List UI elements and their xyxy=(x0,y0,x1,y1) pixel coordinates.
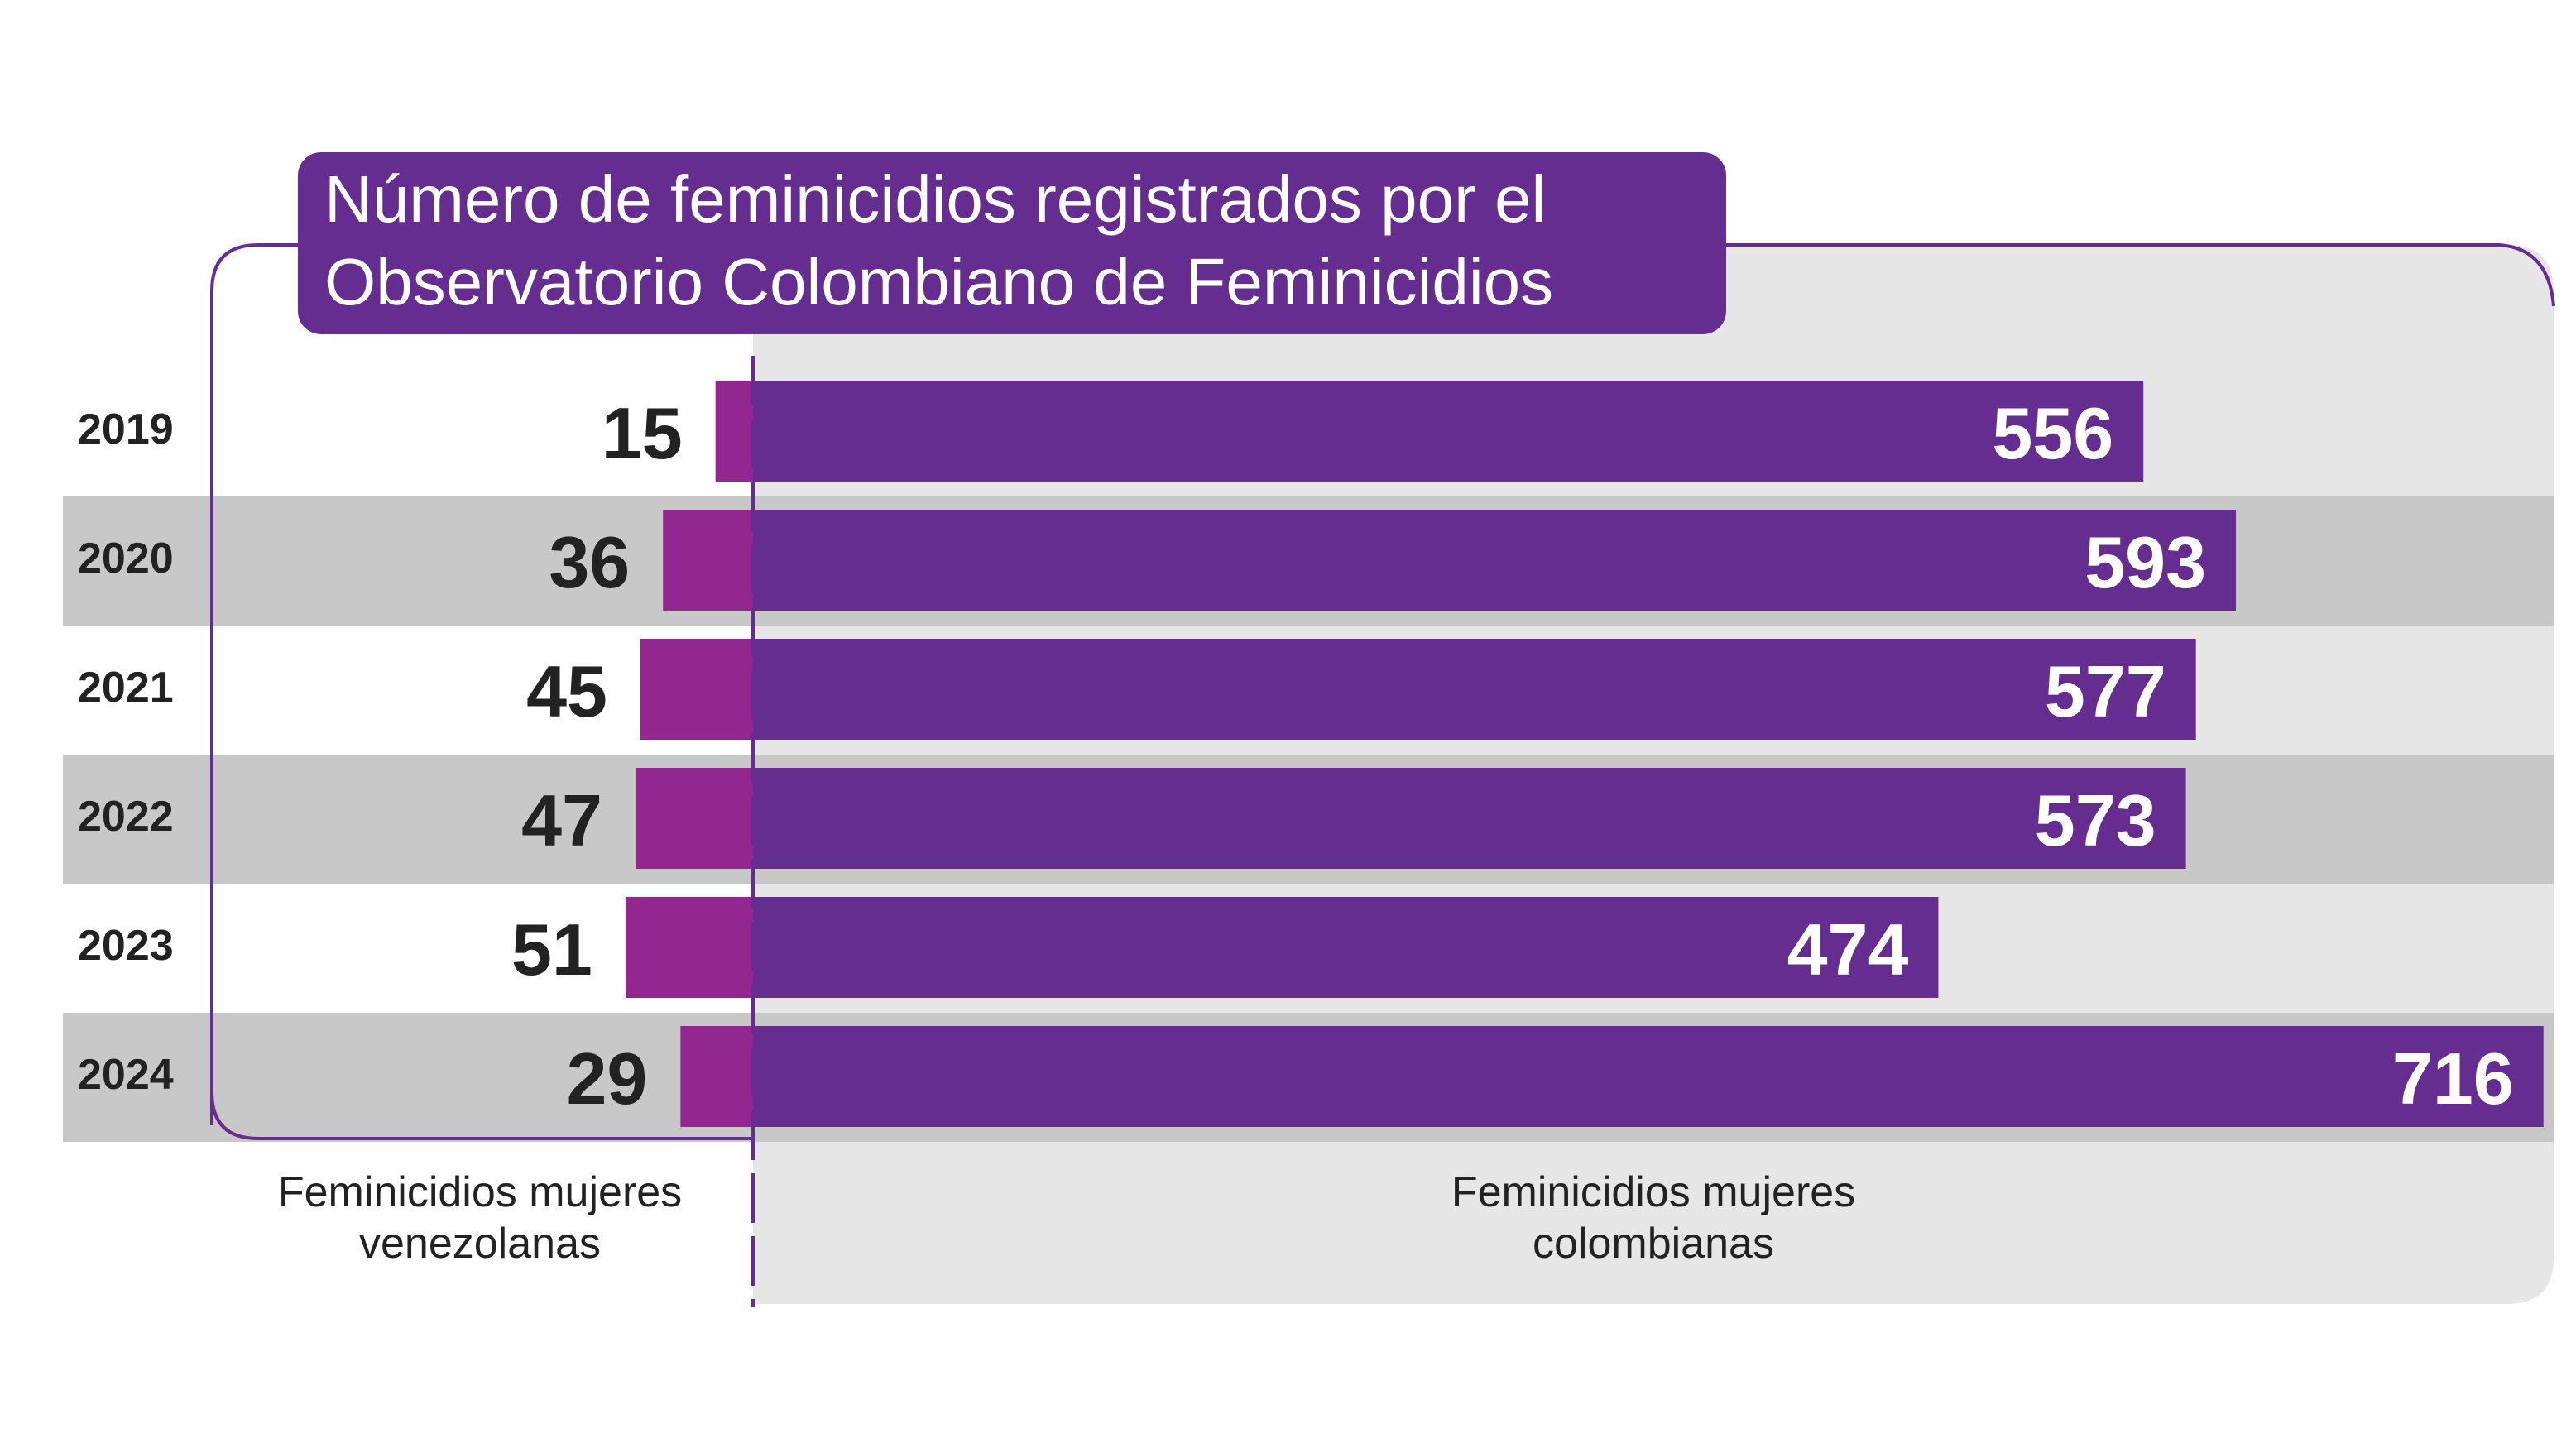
category-label: 2024 xyxy=(78,1051,174,1099)
value-label: 36 xyxy=(549,521,630,603)
bar xyxy=(753,768,2186,869)
bar xyxy=(635,768,753,869)
bar xyxy=(663,510,753,611)
legend-container: Feminicidios mujeres venezolanas xyxy=(277,1167,683,1268)
value-label: 577 xyxy=(2045,650,2166,732)
value-label: 51 xyxy=(511,909,592,990)
legend-label: Feminicidios mujeres colombianas xyxy=(1451,1167,1856,1268)
category-label: 2022 xyxy=(78,793,174,841)
bar xyxy=(640,639,753,740)
bar xyxy=(753,897,1939,998)
category-label: 2019 xyxy=(78,405,174,453)
bar xyxy=(753,639,2196,740)
bar xyxy=(625,897,753,998)
value-label: 556 xyxy=(1992,392,2113,474)
value-label: 474 xyxy=(1787,909,1909,990)
legend-label: Feminicidios mujeres venezolanas xyxy=(277,1167,683,1268)
bar xyxy=(680,1026,753,1127)
bar xyxy=(753,381,2144,482)
category-label: 2021 xyxy=(78,664,174,712)
value-label: 573 xyxy=(2035,779,2156,861)
value-label: 45 xyxy=(526,650,607,732)
value-label: 47 xyxy=(521,779,602,861)
category-label: 2023 xyxy=(78,922,174,970)
value-label: 29 xyxy=(566,1038,647,1120)
bar xyxy=(753,1026,2544,1127)
category-label: 2020 xyxy=(78,535,174,583)
bar xyxy=(715,381,753,482)
value-label: 15 xyxy=(602,392,683,474)
legend-container: Feminicidios mujeres colombianas xyxy=(1451,1167,1856,1268)
chart-title: Número de feminicidios registrados por e… xyxy=(324,164,1554,319)
frame xyxy=(210,1076,753,1140)
value-label: 716 xyxy=(2392,1038,2514,1120)
bar xyxy=(753,510,2237,611)
title-box xyxy=(298,152,1726,334)
frame xyxy=(210,243,2555,1125)
value-label: 593 xyxy=(2084,521,2206,603)
title-container: Número de feminicidios registrados por e… xyxy=(324,164,1554,319)
